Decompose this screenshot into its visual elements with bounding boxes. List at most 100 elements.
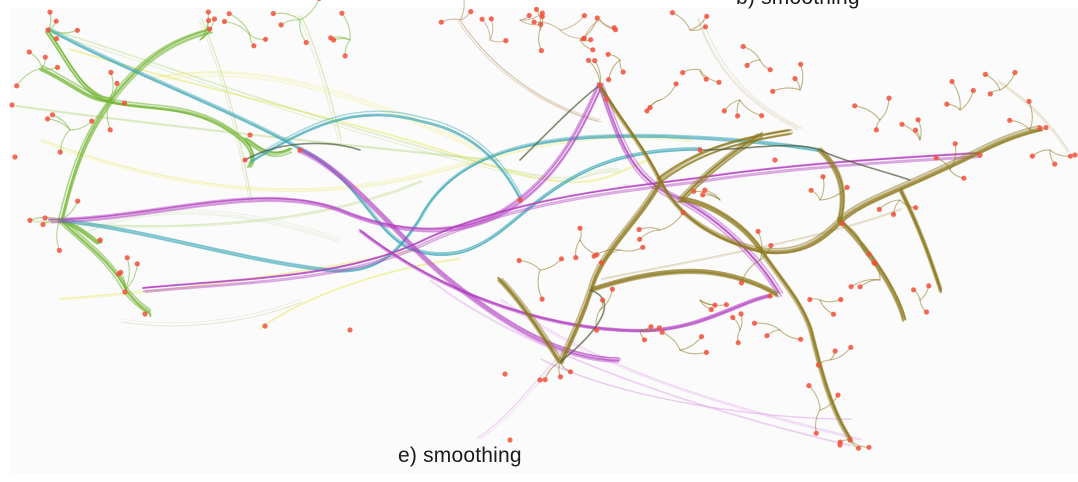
graph-node (866, 444, 872, 450)
graph-node (832, 348, 838, 354)
faint-edge (697, 19, 799, 130)
graph-node (606, 77, 612, 83)
graph-node (759, 113, 765, 119)
faint-edge (39, 134, 691, 190)
graph-node (738, 280, 745, 286)
graph-node (438, 19, 444, 25)
faint-edge (121, 301, 303, 327)
graph-node (317, 0, 322, 1)
graph-node (1007, 117, 1013, 123)
graph-node (913, 205, 919, 211)
graph-node (573, 255, 579, 261)
graph-node (49, 112, 56, 118)
graph-node (808, 187, 814, 193)
dark-edge (244, 142, 361, 161)
graph-node (723, 302, 730, 308)
graph-node (933, 155, 939, 161)
purple-bundle (297, 147, 620, 359)
olive-bundle (501, 278, 564, 362)
olive-bundle (677, 132, 759, 200)
twig-edge (819, 186, 848, 201)
graph-node (700, 192, 706, 198)
green-bundle (109, 31, 212, 103)
purple-bundle (598, 83, 781, 295)
twig-edge (638, 227, 661, 231)
graph-node (1037, 125, 1043, 131)
olive-bundle (497, 279, 559, 364)
graph-node (297, 147, 303, 153)
faint-edge (501, 299, 863, 441)
graph-node (597, 82, 603, 88)
faint-edge (30, 179, 422, 227)
graph-node (12, 154, 18, 160)
teal-bundle (250, 114, 522, 203)
green-bundle (110, 28, 212, 101)
faint-edge (200, 17, 252, 199)
graph-node (1026, 98, 1032, 104)
twig-edge (608, 59, 621, 81)
graph-node (716, 79, 722, 85)
graph-node (855, 445, 862, 451)
purple-bundle (596, 81, 779, 294)
olive-bundle (761, 250, 853, 443)
faint-edge (59, 248, 421, 299)
olive-bundle (898, 190, 941, 293)
graph-node (581, 13, 588, 19)
faint-edge (120, 298, 302, 324)
teal-bundle (250, 114, 523, 203)
graph-node (820, 174, 826, 180)
twig-edge (124, 263, 138, 291)
twig-edge (829, 346, 852, 361)
purple-bundle (142, 152, 980, 289)
graph-node (770, 88, 776, 94)
graph-node (768, 242, 774, 249)
graph-node (830, 311, 837, 317)
graph-node (798, 336, 804, 342)
graph-node (767, 67, 773, 73)
graph-node (949, 78, 955, 85)
graph-node (923, 309, 930, 315)
graph-node (42, 54, 48, 60)
faint-edge (15, 104, 502, 161)
faint-edge (68, 48, 650, 183)
twig-edge (679, 336, 703, 351)
caption-top-partial: b) smoothing (736, 0, 860, 10)
graph-node (45, 116, 51, 122)
faint-edge (601, 208, 903, 280)
graph-node (857, 284, 863, 290)
graph-node (659, 329, 665, 335)
faint-edge (90, 209, 342, 239)
twig-edge (772, 87, 801, 92)
faint-edge (259, 258, 460, 330)
graph-node (839, 220, 845, 227)
graph-node (1043, 125, 1049, 131)
twig-edge (537, 269, 543, 300)
purple-bundle (51, 83, 604, 230)
graph-node (542, 377, 548, 383)
twig-edge (951, 80, 961, 111)
twig-edge (679, 349, 707, 355)
graph-node (977, 152, 983, 158)
graph-node (539, 10, 545, 16)
graph-node (738, 311, 744, 317)
graph-node (206, 17, 212, 24)
graph-node (669, 10, 676, 16)
graph-node (26, 49, 32, 55)
graph-node (270, 10, 276, 17)
olive-bundle (496, 276, 559, 361)
graph-node (124, 255, 130, 261)
graph-node (516, 257, 522, 264)
caption-main: e) smoothing (398, 444, 522, 467)
olive-bundle (837, 219, 905, 322)
faint-edge (702, 18, 803, 130)
graph-node (538, 48, 545, 54)
faint-edge (48, 28, 620, 179)
graph-node (644, 108, 650, 114)
teal-bundle (48, 28, 702, 256)
faint-edge (429, 280, 851, 447)
graph-node (347, 327, 353, 333)
graph-node (567, 369, 574, 375)
faint-edge (300, 14, 342, 141)
twig-edge (106, 99, 111, 131)
twig-edge (559, 15, 585, 31)
